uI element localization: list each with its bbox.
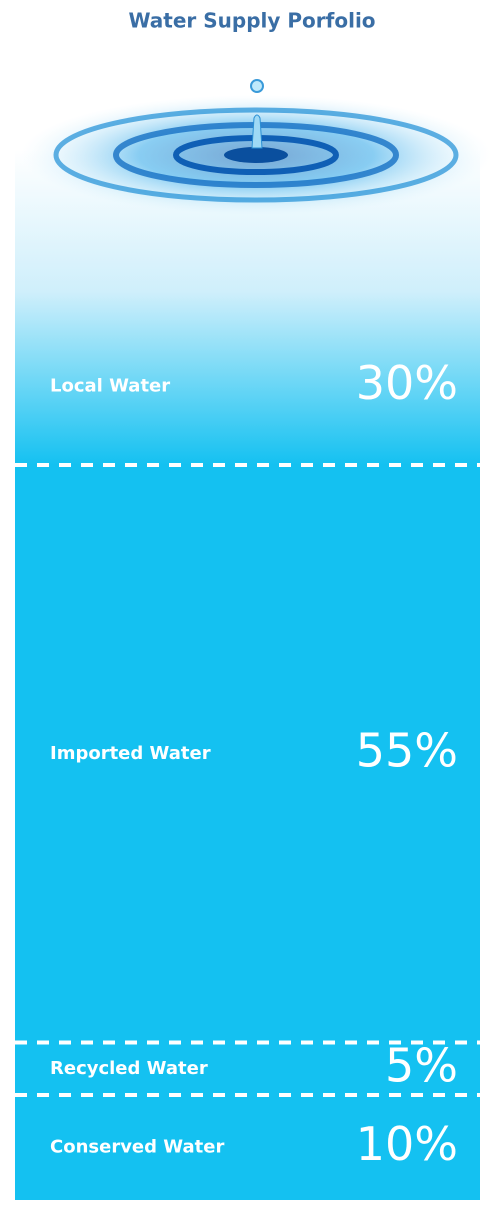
value-label: 55%: [356, 723, 458, 777]
segments: Local Water 30% Imported Water 55% Recycled …: [15, 150, 490, 1200]
value-label: 10%: [356, 1117, 458, 1171]
water-drop: [21, 79, 491, 215]
value-label: 30%: [356, 356, 458, 410]
category-label: Conserved Water: [50, 1137, 224, 1158]
category-label: Local Water: [50, 375, 170, 396]
segment: [15, 1042, 480, 1095]
segment: [15, 465, 480, 1043]
category-label: Imported Water: [50, 743, 211, 764]
chart-title: Water Supply Porfolio: [128, 9, 375, 33]
category-label: Recycled Water: [50, 1058, 208, 1079]
value-label: 5%: [385, 1038, 458, 1092]
segment: [15, 1095, 480, 1200]
